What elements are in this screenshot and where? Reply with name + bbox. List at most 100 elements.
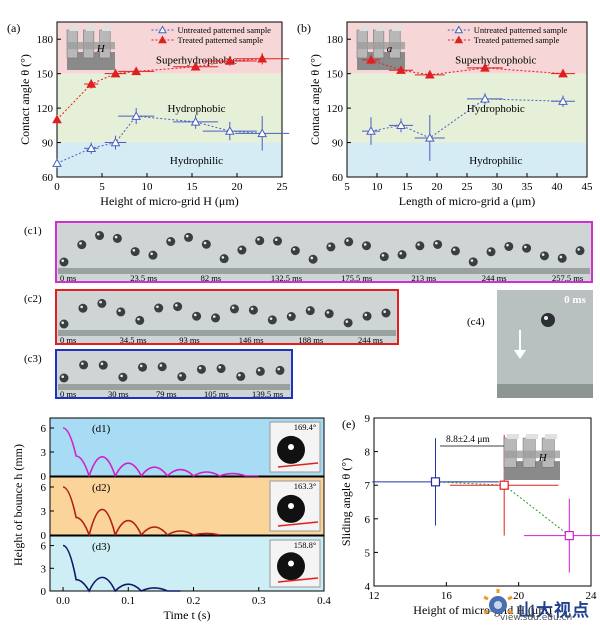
droplet: [112, 233, 122, 243]
inset-wall-top: [85, 26, 97, 31]
data-point: [86, 143, 97, 152]
strip-label: (c1): [24, 225, 42, 237]
y-tick-label: 0: [41, 530, 47, 542]
y-tick-label: 150: [327, 69, 344, 81]
droplet: [97, 298, 107, 308]
x-axis-label: Height of micro-grid H (μm): [100, 194, 238, 208]
droplet-highlight: [61, 321, 64, 325]
x-tick-label: 25: [277, 181, 289, 193]
droplet: [379, 252, 389, 262]
y-tick-label: 90: [42, 138, 54, 150]
inset-wall-top: [375, 26, 387, 31]
y-tick-label: 9: [365, 413, 371, 425]
droplet: [237, 245, 247, 255]
data-point: [396, 120, 406, 130]
series-line: [503, 484, 570, 536]
plot-frame: [56, 21, 283, 178]
droplet-highlight: [175, 303, 178, 307]
droplet-highlight: [238, 373, 241, 377]
droplet-highlight: [470, 259, 474, 262]
data-point: [424, 132, 435, 142]
region-label: Hydrophobic: [167, 103, 225, 115]
substrate: [58, 268, 590, 274]
droplet-highlight: [559, 255, 563, 259]
y-tick-label: 3: [41, 447, 47, 459]
droplet: [98, 360, 108, 370]
droplet: [116, 307, 126, 317]
time-label: 105 ms: [204, 389, 229, 399]
droplet-highlight: [417, 243, 420, 246]
time-label: 257.5 ms: [552, 273, 583, 283]
legend-entry: Treated patterned sample: [474, 35, 560, 45]
inset-dimension-label: H: [538, 452, 548, 464]
data-point: [110, 68, 121, 78]
bounce-curve: [62, 486, 220, 538]
subplot-d1: 0 3 6 (d1) 169.4°: [41, 417, 325, 483]
droplet: [192, 311, 202, 321]
photo-c4: (c4) 0 ms: [467, 290, 593, 398]
droplet-highlight: [99, 300, 102, 304]
droplet-highlight: [288, 444, 294, 450]
data-point: [224, 126, 235, 135]
legend-marker: [454, 35, 464, 44]
data-point: [86, 78, 97, 88]
y-tick-label: 0: [41, 471, 47, 483]
region-band: [347, 142, 587, 177]
time-label: 23.5 ms: [130, 273, 157, 283]
watermark-url: view.sdu.edu.cn: [500, 613, 573, 623]
droplet-highlight: [277, 367, 281, 371]
y-tick-label: 60: [332, 172, 344, 184]
droplet-highlight: [221, 256, 225, 259]
droplet-highlight: [288, 313, 292, 317]
droplet-highlight: [544, 316, 548, 320]
time-label: 139.5 ms: [252, 389, 283, 399]
droplet: [118, 372, 128, 382]
substrate: [58, 330, 396, 336]
x-tick-label: 0.2: [187, 595, 201, 607]
droplet-highlight: [310, 256, 314, 260]
time-label: 0 ms: [60, 335, 76, 345]
y-tick-label: 150: [37, 69, 54, 81]
data-point: [480, 62, 490, 72]
x-tick-label: 0: [54, 181, 60, 193]
data-point: [558, 96, 568, 105]
bounce-curve: [62, 427, 259, 479]
droplet: [201, 239, 211, 249]
droplet-highlight: [96, 232, 100, 236]
droplet-highlight: [364, 313, 368, 317]
droplet-highlight: [328, 244, 331, 247]
droplet: [211, 313, 221, 323]
droplet: [166, 237, 176, 247]
droplet: [362, 311, 372, 321]
data-point: [52, 114, 62, 124]
subplot-label: (d3): [92, 541, 111, 553]
time-label: 93 ms: [179, 335, 200, 345]
x-tick-label: 5: [99, 181, 105, 193]
droplet-highlight: [363, 243, 367, 246]
droplet-highlight: [524, 245, 527, 249]
x-tick-label: 15: [402, 181, 414, 193]
data-point: [224, 56, 235, 65]
droplet-highlight: [150, 252, 153, 256]
droplet-highlight: [79, 242, 82, 245]
droplet-highlight: [120, 374, 123, 378]
y-tick-label: 6: [365, 514, 371, 526]
watermark-logo-icon: [483, 589, 513, 615]
droplet: [138, 362, 148, 372]
droplet: [59, 257, 69, 267]
droplet: [286, 312, 296, 322]
grid-inset: H: [66, 26, 115, 70]
droplet: [236, 371, 246, 381]
droplet: [433, 239, 443, 249]
inset-bar: [67, 42, 115, 50]
y-axis-label: Contact angle θ (°): [308, 54, 322, 145]
y-tick-label: 8: [365, 447, 371, 459]
x-axis-label: Time t (s): [164, 608, 211, 622]
time-label: 132.5 ms: [271, 273, 302, 283]
subplot-d2: 0 3 6 (d2) 163.3°: [41, 476, 325, 542]
droplet: [130, 247, 140, 257]
y-tick-label: 0: [41, 586, 47, 598]
angle-label: 163.3°: [294, 481, 317, 491]
droplet: [522, 243, 532, 253]
